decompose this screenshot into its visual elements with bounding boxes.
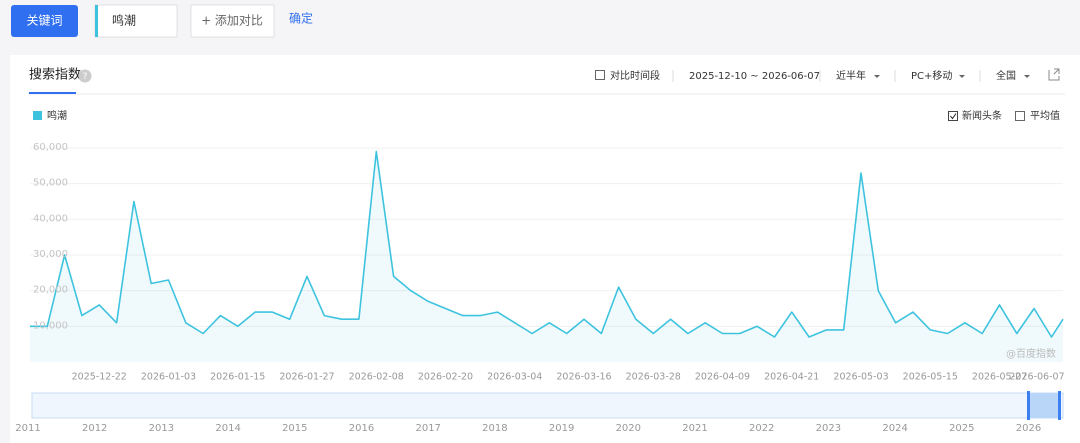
x-tick-label: 2026-01-03 bbox=[141, 372, 196, 383]
x-tick-label: 2026-01-15 bbox=[210, 372, 265, 383]
navigator-year: 2012 bbox=[82, 423, 107, 434]
keyword-button[interactable] bbox=[11, 5, 78, 37]
x-tick-label: 2026-05-15 bbox=[903, 372, 958, 383]
navigator-handle[interactable] bbox=[1058, 391, 1061, 420]
confirm-link[interactable]: 确定 bbox=[289, 11, 313, 26]
date-range[interactable]: 2025-12-10 ~ 2026-06-07 bbox=[689, 71, 820, 82]
navigator-year: 2019 bbox=[549, 423, 574, 434]
x-tick-label: 2026-03-28 bbox=[626, 372, 681, 383]
navigator-year: 2024 bbox=[882, 423, 907, 434]
legend-label: 鸣潮 bbox=[47, 109, 67, 122]
tab-label[interactable]: 搜索指数 bbox=[29, 68, 81, 83]
x-tick-label: 2025-12-22 bbox=[72, 372, 127, 383]
x-tick-label: 2026-03-04 bbox=[487, 372, 542, 383]
legend-swatch bbox=[33, 111, 42, 120]
help-icon[interactable] bbox=[78, 69, 92, 83]
region-select[interactable]: 全国 bbox=[996, 69, 1016, 82]
x-tick-label: 2026-02-20 bbox=[418, 372, 473, 383]
caret bbox=[1024, 75, 1030, 78]
period-select[interactable]: 近半年 bbox=[836, 69, 866, 82]
x-tick-label: 2026-02-08 bbox=[349, 372, 404, 383]
keyword-input[interactable] bbox=[94, 4, 178, 38]
caret bbox=[959, 75, 965, 78]
area-fill bbox=[30, 151, 1063, 362]
navigator-year: 2021 bbox=[682, 423, 707, 434]
x-tick-label: 2026-05-27 bbox=[972, 372, 1027, 383]
keyword-color-bar bbox=[95, 5, 98, 37]
navigator-year: 2011 bbox=[15, 423, 40, 434]
check-mark bbox=[950, 113, 957, 120]
keyword-button-label: 关键词 bbox=[26, 14, 62, 28]
navigator-year: 2015 bbox=[282, 423, 307, 434]
x-tick-label: 2026-03-16 bbox=[556, 372, 611, 383]
keyword-text: 鸣潮 bbox=[112, 13, 136, 28]
compare-period: 对比时间段 bbox=[610, 69, 660, 82]
checkbox[interactable] bbox=[1015, 111, 1025, 121]
add-compare-label: + 添加对比 bbox=[201, 14, 263, 28]
device-select[interactable]: PC+移动 bbox=[911, 69, 952, 82]
navigator-year: 2016 bbox=[349, 423, 374, 434]
navigator-year: 2013 bbox=[149, 423, 174, 434]
panel bbox=[10, 55, 1080, 443]
y-tick-label: 60,000 bbox=[33, 142, 68, 153]
navigator-year: 2020 bbox=[616, 423, 641, 434]
x-tick-label: 2026-01-27 bbox=[279, 372, 334, 383]
navigator-handle[interactable] bbox=[1027, 391, 1030, 420]
x-tick-label: 2026-06-07 bbox=[1009, 372, 1064, 383]
help-mark: ? bbox=[83, 72, 88, 82]
y-tick-label: 50,000 bbox=[33, 178, 68, 189]
export-icon[interactable] bbox=[1048, 68, 1060, 81]
navigator-year: 2018 bbox=[482, 423, 507, 434]
checkbox[interactable] bbox=[595, 70, 605, 80]
caret bbox=[874, 75, 880, 78]
y-tick-label: 10,000 bbox=[33, 320, 68, 331]
navigator-year: 2026 bbox=[1016, 423, 1041, 434]
y-tick-label: 40,000 bbox=[33, 213, 68, 224]
add-compare-button[interactable] bbox=[190, 4, 275, 38]
x-tick-label: 2026-05-03 bbox=[833, 372, 888, 383]
watermark: @百度指数 bbox=[1006, 347, 1056, 360]
y-tick-label: 20,000 bbox=[33, 285, 68, 296]
y-tick-label: 30,000 bbox=[33, 249, 68, 260]
x-tick-label: 2026-04-21 bbox=[764, 372, 819, 383]
series-line bbox=[30, 150, 1064, 338]
average: 平均值 bbox=[1030, 109, 1060, 122]
checkbox-checked[interactable] bbox=[948, 111, 958, 121]
navigator-year: 2014 bbox=[215, 423, 240, 434]
navigator-year: 2017 bbox=[415, 423, 440, 434]
navigator[interactable] bbox=[31, 392, 1064, 419]
news-headline: 新闻头条 bbox=[962, 109, 1002, 122]
x-tick-label: 2026-04-09 bbox=[695, 372, 750, 383]
navigator-year: 2022 bbox=[749, 423, 774, 434]
navigator-selection[interactable] bbox=[1029, 393, 1060, 418]
tab-underline bbox=[29, 92, 76, 94]
navigator-year: 2023 bbox=[816, 423, 841, 434]
navigator-year: 2025 bbox=[949, 423, 974, 434]
